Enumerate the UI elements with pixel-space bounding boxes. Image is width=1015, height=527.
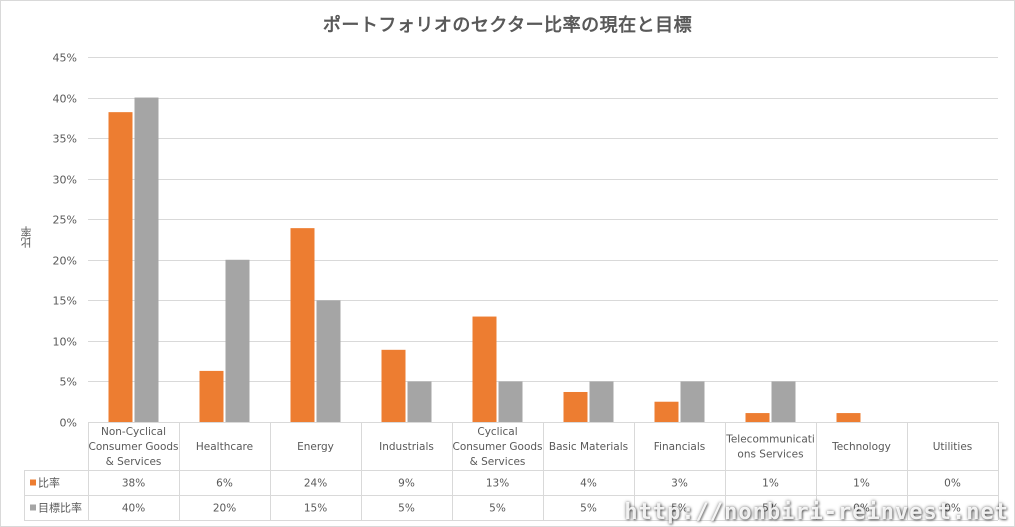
data-label: 5% — [762, 503, 779, 515]
data-label: 0% — [944, 478, 961, 490]
legend-label: 目標比率 — [38, 501, 82, 515]
data-label: 20% — [213, 503, 236, 515]
bar-current — [745, 413, 770, 422]
bar-target — [407, 381, 432, 422]
data-label: 13% — [486, 478, 509, 490]
data-label: 5% — [489, 503, 506, 515]
x-category-label: Financials — [654, 441, 705, 453]
watermark: http://nonbiri-reinvest.net — [624, 500, 1009, 525]
bar-current — [654, 401, 679, 422]
bar-target — [680, 381, 705, 422]
bar-current — [290, 228, 315, 422]
bar-current — [381, 349, 406, 422]
y-tick-label: 30% — [53, 174, 77, 187]
data-label: 1% — [762, 478, 779, 490]
x-category-label: Healthcare — [196, 441, 253, 453]
x-category-label: Consumer Goods — [453, 441, 543, 453]
y-tick-label: 0% — [60, 417, 77, 430]
data-label: 5% — [398, 503, 415, 515]
x-category-label: & Services — [470, 456, 526, 468]
bar-target — [771, 381, 796, 422]
x-category-label: Cyclical — [477, 426, 517, 438]
y-tick-label: 20% — [53, 255, 77, 268]
bar-current — [199, 370, 224, 422]
x-category-label: Utilities — [933, 441, 973, 453]
data-label: 5% — [580, 503, 597, 515]
legend-key — [30, 479, 36, 486]
x-category-label: Energy — [297, 441, 334, 453]
bar-current — [563, 391, 588, 422]
bar-target — [498, 381, 523, 422]
x-category-label: Basic Materials — [549, 441, 628, 453]
x-category-label: Non-Cyclical — [101, 426, 166, 438]
x-category-label: Technology — [831, 441, 891, 453]
x-category-label: Consumer Goods — [89, 441, 179, 453]
data-label: 40% — [122, 503, 145, 515]
bar-target — [134, 97, 159, 423]
data-label: 15% — [304, 503, 327, 515]
x-category-label: & Services — [106, 456, 162, 468]
y-tick-label: 5% — [60, 376, 77, 389]
y-tick-label: 35% — [53, 133, 77, 146]
x-category-label: Industrials — [379, 441, 434, 453]
bar-target — [316, 300, 341, 422]
x-category-label: ons Services — [737, 449, 803, 461]
bar-current — [836, 413, 861, 422]
y-tick-label: 25% — [53, 214, 77, 227]
legend-label: 比率 — [38, 476, 60, 490]
data-label: 3% — [671, 478, 688, 490]
data-label: 9% — [398, 478, 415, 490]
data-label: 0% — [944, 503, 961, 515]
data-label: 5% — [671, 503, 688, 515]
data-label: 6% — [216, 478, 233, 490]
data-label: 38% — [122, 478, 145, 490]
legend-key — [30, 504, 36, 511]
data-label: 1% — [853, 478, 870, 490]
data-label: 24% — [304, 478, 327, 490]
data-label: 4% — [580, 478, 597, 490]
bar-target — [589, 381, 614, 422]
y-tick-label: 40% — [53, 93, 77, 106]
bar-current — [472, 316, 497, 422]
y-tick-label: 10% — [53, 336, 77, 349]
bar-target — [225, 259, 250, 422]
chart-title: ポートフォリオのセクター比率の現在と目標 — [322, 15, 693, 36]
bar-current — [108, 112, 133, 423]
y-tick-label: 15% — [53, 295, 77, 308]
x-category-label: Telecommunicati — [725, 434, 815, 446]
data-label: 0% — [853, 503, 870, 515]
y-tick-label: 45% — [53, 52, 77, 65]
